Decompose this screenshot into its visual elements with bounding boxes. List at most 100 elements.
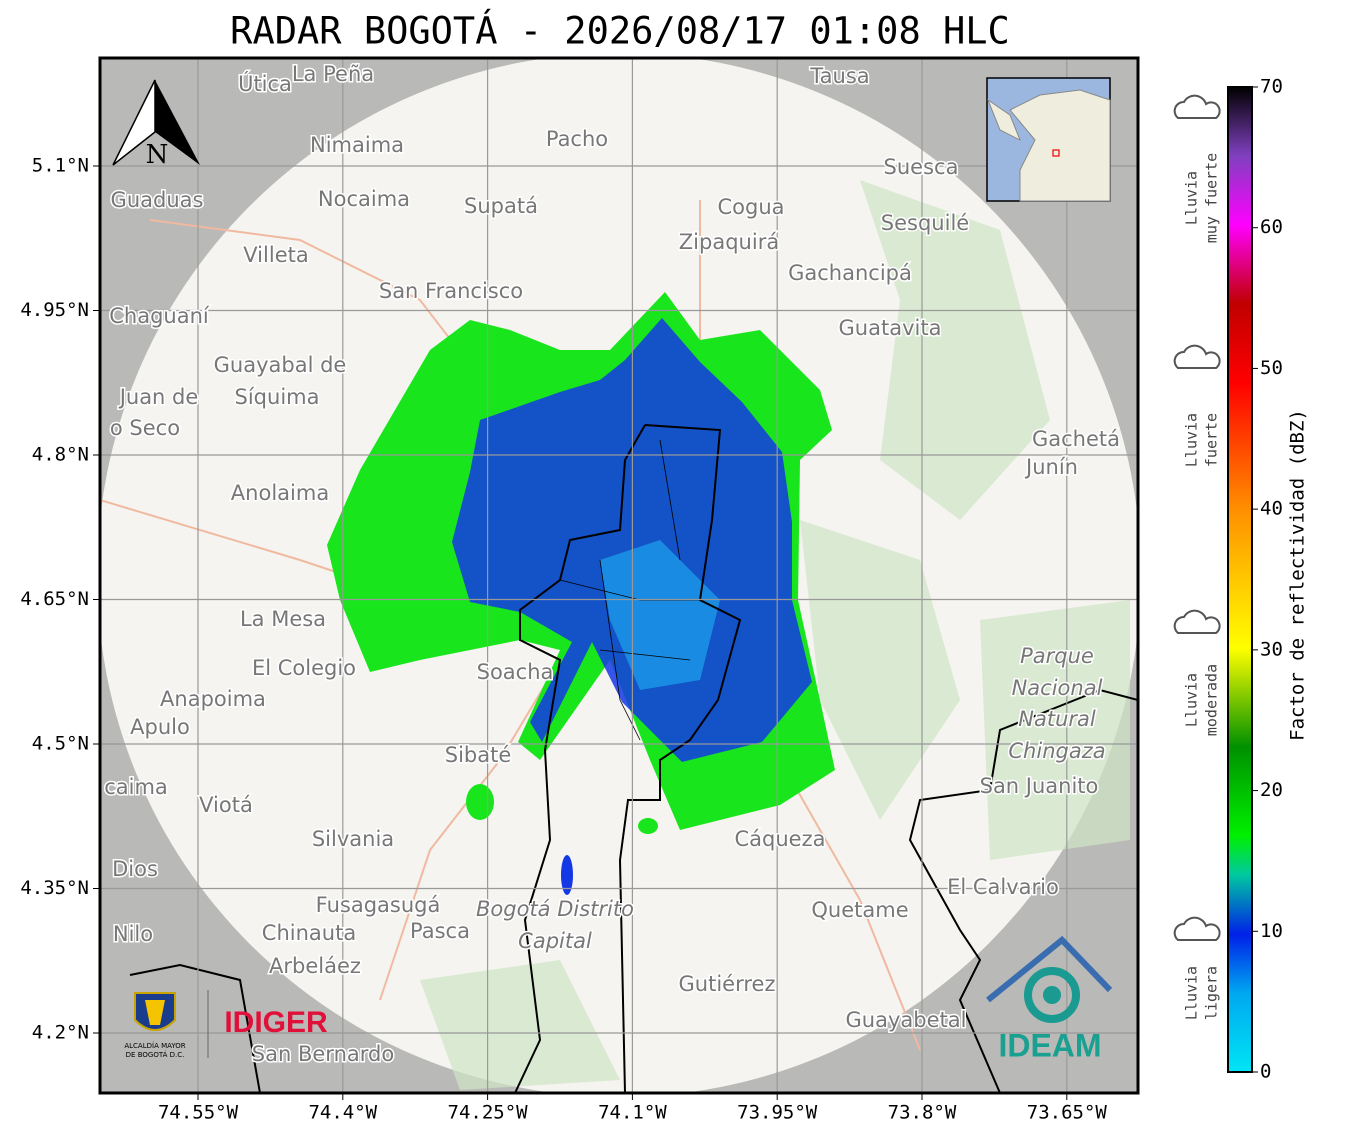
colorbar [1227, 86, 1253, 1073]
place-label: Anapoima [160, 687, 266, 711]
place-label: Chinauta [262, 921, 356, 945]
place-label: Cáqueza [735, 827, 826, 851]
y-tick-label: 4.2°N [32, 1022, 89, 1044]
place-label: Chaguaní [109, 304, 210, 328]
inset-map [986, 77, 1111, 202]
place-label: Útica [238, 71, 292, 96]
place-label: Guaduas [111, 188, 204, 212]
place-label: San Bernardo [252, 1042, 394, 1066]
rain-class-label: Lluvia [1183, 966, 1201, 1020]
place-label: Viotá [199, 793, 253, 817]
place-label: Zipaquirá [679, 230, 779, 254]
logo-alcaldia: ALCALDÍA MAYOR DE BOGOTÁ D.C. IDIGER [124, 990, 328, 1059]
place-label: Quetame [811, 898, 908, 922]
place-label: Junín [1024, 455, 1078, 479]
place-label: El Calvario [947, 875, 1059, 899]
y-tick-label: 5.1°N [32, 155, 89, 177]
place-label: Sesquilé [881, 211, 969, 235]
logo-ideam: IDEAM [998, 1027, 1101, 1063]
place-label: Supatá [464, 194, 538, 218]
place-label: Gutiérrez [679, 972, 776, 996]
place-label: Sibaté [445, 743, 512, 767]
place-label: Pasca [410, 919, 470, 943]
rain-class-label: fuerte [1203, 413, 1221, 467]
x-tick-label: 73.65°W [1027, 1102, 1108, 1124]
north-arrow: N [112, 79, 200, 170]
echo-spot [561, 855, 573, 895]
place-label: Guatavita [839, 316, 942, 340]
rain-class: Lluvia muy fuerte [1173, 94, 1221, 243]
place-label: Villeta [243, 243, 308, 267]
map-frame [98, 56, 1140, 1095]
place-label: Tausa [809, 64, 869, 88]
rain-class: Lluvia fuerte [1173, 344, 1221, 467]
y-tick-label: 4.5°N [32, 733, 89, 755]
place-label: Nacional [1012, 676, 1103, 700]
place-label: Soacha [477, 660, 554, 684]
echo-core [600, 540, 720, 690]
x-tick-label: 73.95°W [737, 1102, 818, 1124]
place-label: Gachancipá [788, 261, 912, 285]
place-label: San Francisco [379, 279, 523, 303]
place-label: Gachetá [1032, 427, 1120, 451]
place-label: La Mesa [240, 607, 326, 631]
place-label: Síquima [235, 385, 320, 409]
colorbar-tick-label: 50 [1260, 357, 1283, 379]
rain-icon [1173, 94, 1221, 119]
place-label: Apulo [130, 715, 190, 739]
rain-class-label: muy fuerte [1203, 153, 1221, 243]
place-label: Capital [518, 929, 592, 953]
north-label: N [146, 140, 169, 170]
x-tick-label: 74.4°W [308, 1102, 377, 1124]
place-label: Guayabal de [214, 353, 347, 377]
colorbar-tick-label: 70 [1260, 76, 1283, 98]
x-tick-label: 74.55°W [158, 1102, 239, 1124]
place-label: Nocaima [318, 187, 410, 211]
place-label: La Peña [292, 62, 374, 86]
place-label: caima [104, 775, 168, 799]
y-tick-label: 4.95°N [20, 299, 89, 321]
place-label: Cogua [717, 195, 784, 219]
logo-ideam: IDEAM [986, 935, 1113, 1063]
place-label: Arbeláez [269, 954, 361, 978]
colorbar-tick-label: 30 [1260, 638, 1283, 660]
rain-class: Lluvia ligera [1173, 916, 1221, 1020]
place-label: Bogotá Distrito [476, 897, 634, 921]
rain-class-label: ligera [1203, 966, 1221, 1020]
place-label: Natural [1018, 707, 1096, 731]
rain-icon [1173, 916, 1221, 941]
colorbar-tick-label: 40 [1260, 498, 1283, 520]
title: RADAR BOGOTÁ - 2026/08/17 01:08 HLC [230, 9, 1010, 53]
place-label: Parque [1020, 644, 1094, 668]
logo-text: ALCALDÍA MAYOR [124, 1041, 185, 1050]
place-label: o Seco [110, 416, 180, 440]
colorbar-ticks: 0 10 20 30 40 50 60 70 [1252, 76, 1283, 1083]
colorbar-label: Factor de reflectividad (dBZ) [1287, 409, 1309, 741]
rain-class-label: Lluvia [1183, 673, 1201, 727]
place-label: Dios [112, 857, 158, 881]
colorbar-tick-label: 20 [1260, 779, 1283, 801]
rain-icon [1173, 609, 1221, 634]
logo-idiger: IDIGER [224, 1006, 328, 1039]
rain-class-label: Lluvia [1183, 171, 1201, 225]
place-label: Anolaima [231, 481, 329, 505]
place-label: Suesca [884, 155, 959, 179]
place-label: Silvania [312, 827, 394, 851]
rain-icon [1173, 344, 1221, 369]
logo-text: DE BOGOTÁ D.C. [126, 1050, 185, 1059]
vegetation [420, 180, 1130, 1090]
place-label: Fusagasugá [316, 893, 441, 917]
y-tick-label: 4.65°N [20, 588, 89, 610]
colorbar-tick-label: 10 [1260, 920, 1283, 942]
grid [100, 58, 1138, 1093]
place-label: Juan de [118, 385, 199, 409]
rain-class-label: Lluvia [1183, 413, 1201, 467]
place-label: Guayabetal [846, 1008, 967, 1032]
rain-class: Lluvia moderada [1173, 609, 1221, 736]
place-label: Nimaima [310, 133, 404, 157]
x-tick-label: 74.1°W [598, 1102, 667, 1124]
